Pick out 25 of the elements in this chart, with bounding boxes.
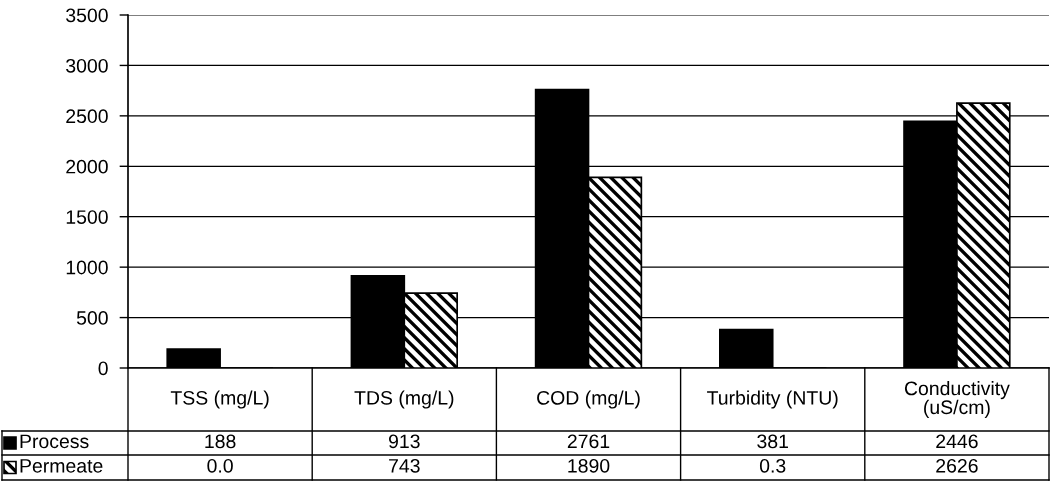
- x-tick-label: COD (mg/L): [537, 390, 640, 409]
- data-label: 381: [757, 434, 788, 449]
- y-tick-label: 500: [76, 311, 108, 325]
- data-label: 0.0: [207, 458, 233, 473]
- x-tick-label: TDS (mg/L): [354, 390, 454, 409]
- y-tick-label: 3500: [66, 8, 108, 23]
- y-tick-label: 2500: [66, 109, 108, 124]
- y-tick-label: 0: [98, 361, 108, 376]
- data-label: 743: [389, 458, 420, 473]
- y-tick-label: 3000: [66, 58, 108, 73]
- x-tick-label: TSS (mg/L): [170, 390, 269, 409]
- data-label: 2761: [567, 434, 610, 449]
- data-label: 0.3: [759, 458, 786, 473]
- x-tick-label: Conductivity (uS/cm): [904, 381, 1010, 418]
- data-label: 2446: [936, 434, 978, 449]
- data-label: 913: [388, 434, 420, 449]
- legend-label: Permeate: [20, 459, 103, 473]
- y-tick-label: 1000: [66, 260, 108, 275]
- data-label: 2626: [936, 458, 978, 473]
- legend-label: Process: [20, 434, 89, 449]
- x-tick-label: Turbidity (NTU): [707, 390, 838, 409]
- data-label: 1890: [568, 458, 610, 473]
- y-tick-label: 1500: [66, 210, 108, 224]
- y-tick-label: 2000: [66, 159, 108, 174]
- data-label: 188: [205, 434, 236, 449]
